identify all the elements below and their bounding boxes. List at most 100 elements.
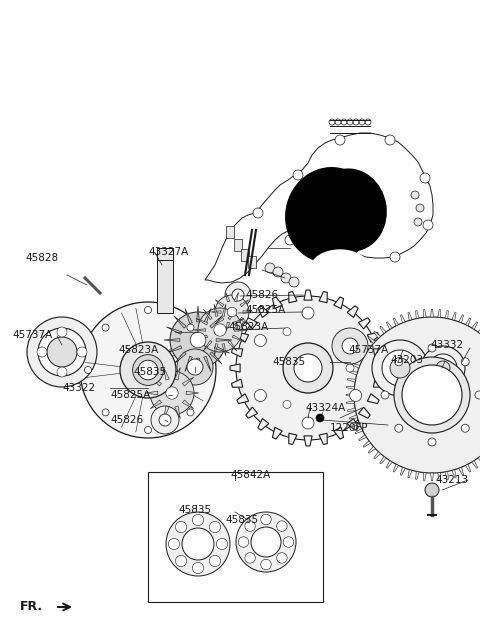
Circle shape [238,537,249,547]
Circle shape [436,361,450,375]
Polygon shape [237,394,249,404]
Polygon shape [210,352,222,364]
Polygon shape [334,297,344,309]
Ellipse shape [286,168,374,262]
Ellipse shape [310,250,370,290]
Text: 43203: 43203 [390,355,423,365]
Polygon shape [289,433,297,444]
Circle shape [38,328,86,376]
Text: 43213: 43213 [435,475,468,485]
Polygon shape [196,335,208,341]
Polygon shape [368,446,375,453]
Circle shape [332,328,368,364]
Polygon shape [214,343,218,356]
Circle shape [285,235,295,245]
Polygon shape [438,309,441,318]
Polygon shape [319,291,327,303]
Circle shape [461,424,469,432]
Circle shape [27,317,97,387]
Polygon shape [164,406,169,419]
Polygon shape [150,377,161,386]
Polygon shape [167,346,182,353]
Polygon shape [164,339,180,341]
Circle shape [57,327,67,337]
Circle shape [276,521,287,531]
Polygon shape [359,407,370,418]
Circle shape [192,514,204,525]
Circle shape [187,324,194,331]
Circle shape [253,208,263,218]
Polygon shape [174,352,186,364]
Polygon shape [304,290,312,300]
Circle shape [411,191,419,199]
Circle shape [461,358,469,366]
Polygon shape [226,293,230,302]
Circle shape [302,307,314,319]
Polygon shape [197,306,199,322]
Circle shape [335,135,345,145]
Polygon shape [214,304,218,316]
Polygon shape [216,339,232,341]
Circle shape [159,414,171,426]
Text: 43322: 43322 [62,383,95,393]
Circle shape [349,390,361,401]
Text: 45835: 45835 [225,515,258,525]
Polygon shape [197,358,199,374]
Polygon shape [319,433,327,444]
Polygon shape [349,371,358,375]
Polygon shape [185,309,192,324]
Polygon shape [393,318,398,326]
Circle shape [166,387,178,399]
Polygon shape [196,318,208,325]
Circle shape [225,282,251,308]
Polygon shape [237,332,249,342]
Circle shape [283,401,291,408]
Circle shape [175,556,187,566]
Polygon shape [214,327,229,334]
Ellipse shape [314,169,386,251]
Circle shape [425,483,439,497]
Polygon shape [234,329,247,331]
Circle shape [166,512,230,576]
Circle shape [209,521,221,532]
Bar [234,239,242,251]
Text: 45826: 45826 [110,415,143,425]
Polygon shape [182,377,194,386]
Polygon shape [347,401,354,404]
Circle shape [395,358,403,366]
Circle shape [150,371,194,415]
Polygon shape [240,318,249,324]
Polygon shape [272,428,282,439]
Polygon shape [347,419,358,430]
Polygon shape [431,473,433,481]
Circle shape [170,312,226,368]
Polygon shape [348,379,356,382]
Circle shape [232,289,244,301]
Polygon shape [376,364,386,372]
Polygon shape [304,436,312,446]
Circle shape [385,135,395,145]
Polygon shape [349,415,358,419]
Circle shape [381,391,389,399]
Polygon shape [363,343,371,349]
Circle shape [77,347,87,357]
Polygon shape [423,473,426,480]
Polygon shape [373,349,384,357]
Circle shape [187,409,194,416]
Circle shape [265,263,275,273]
Polygon shape [175,406,180,419]
Polygon shape [222,304,226,316]
Circle shape [144,307,152,314]
Circle shape [102,324,109,331]
Circle shape [182,528,214,560]
Circle shape [414,218,422,226]
Polygon shape [352,422,360,426]
Text: 45823A: 45823A [118,345,158,355]
Circle shape [261,514,271,525]
Circle shape [198,308,242,352]
Circle shape [475,391,480,399]
Circle shape [294,354,322,382]
Polygon shape [150,400,161,409]
Circle shape [168,538,180,550]
Polygon shape [289,291,297,303]
